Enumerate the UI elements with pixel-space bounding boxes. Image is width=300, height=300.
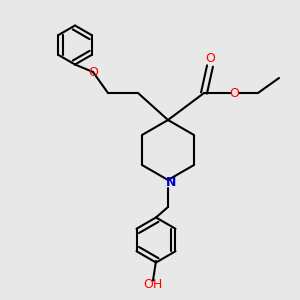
Text: O: O [230, 86, 239, 100]
Text: N: N [166, 176, 176, 190]
Text: O: O [88, 65, 98, 79]
Text: O: O [205, 52, 215, 65]
Text: OH: OH [143, 278, 163, 292]
